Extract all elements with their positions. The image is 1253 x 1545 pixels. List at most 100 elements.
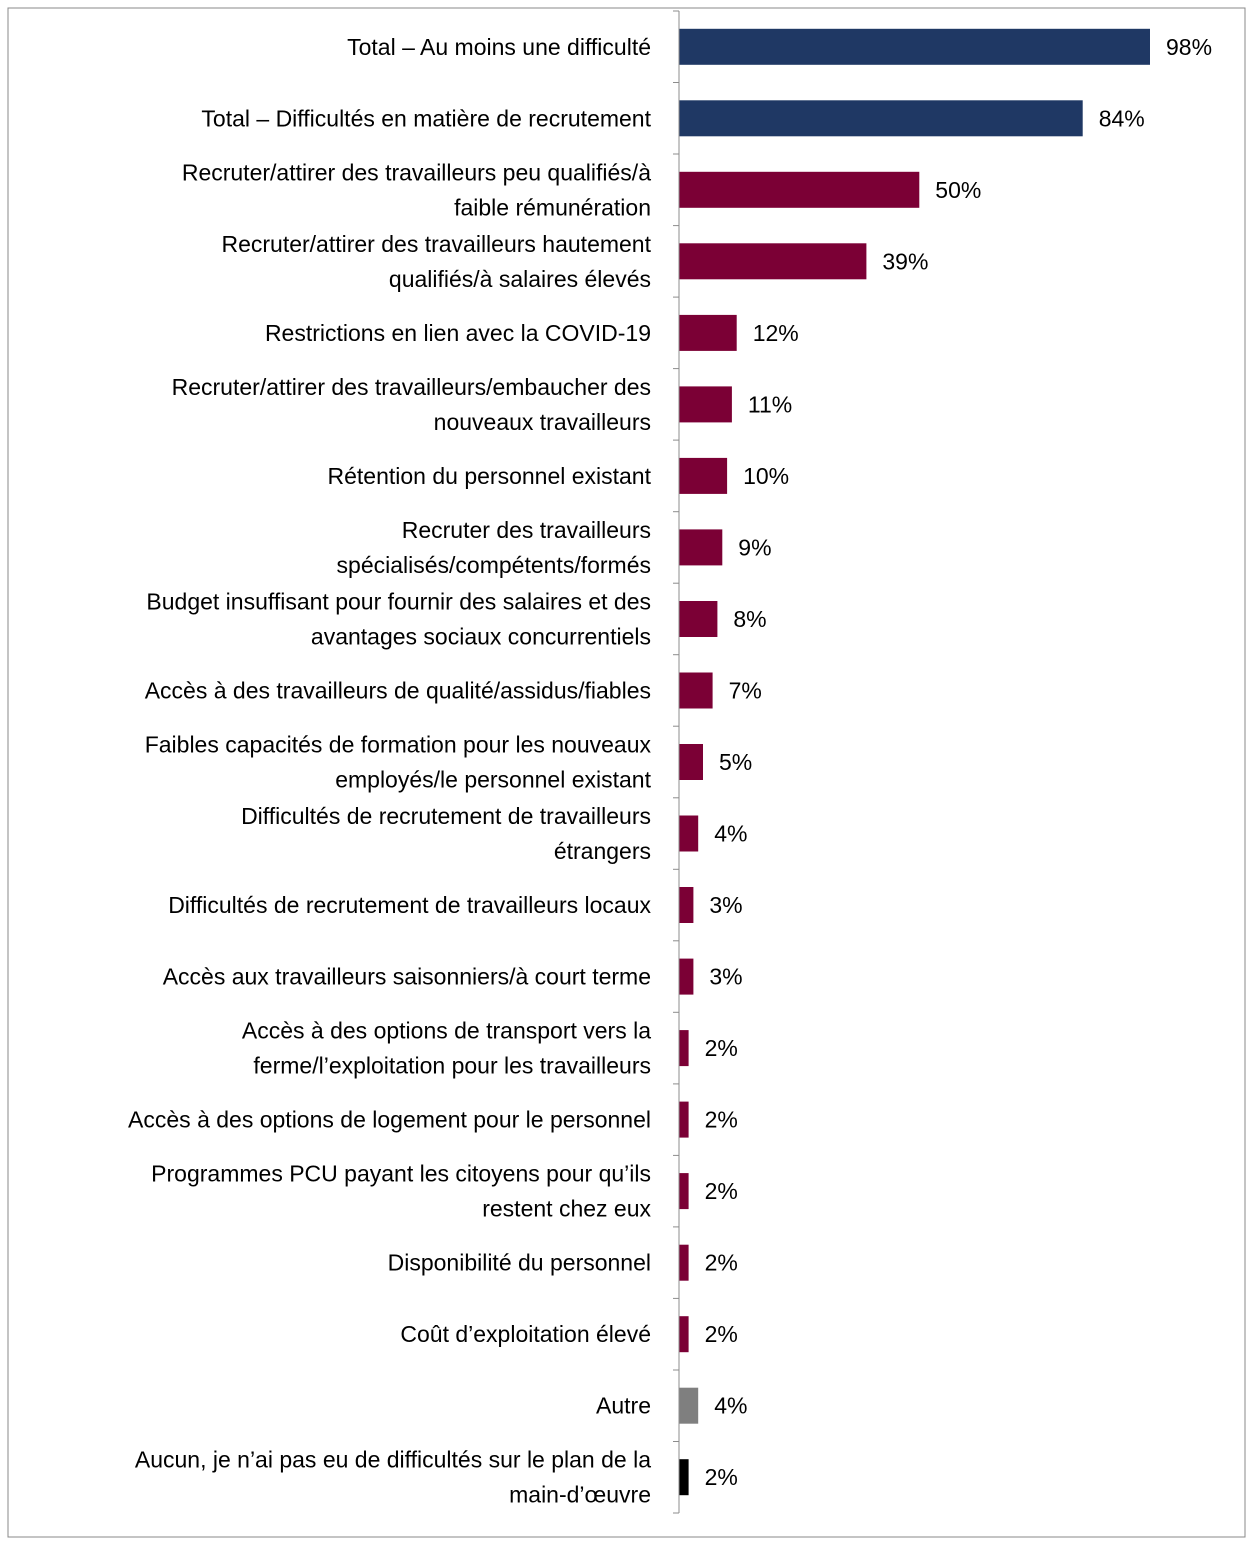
category-label: Total – Au moins une difficulté bbox=[347, 34, 651, 60]
bar bbox=[679, 887, 694, 923]
value-label: 7% bbox=[729, 678, 762, 704]
category-label-line: Autre bbox=[596, 1393, 651, 1419]
value-label: 4% bbox=[714, 1393, 747, 1419]
category-label-line: restent chez eux bbox=[482, 1196, 651, 1222]
category-label: Total – Difficultés en matière de recrut… bbox=[201, 105, 651, 131]
bar bbox=[679, 1173, 689, 1210]
bar bbox=[679, 601, 718, 637]
category-label-line: Rétention du personnel existant bbox=[328, 463, 652, 489]
category-label-line: Restrictions en lien avec la COVID-19 bbox=[265, 320, 651, 346]
category-label: Rétention du personnel existant bbox=[328, 463, 652, 489]
bar bbox=[679, 958, 694, 995]
category-labels-group: Total – Au moins une difficulté Total – D… bbox=[128, 34, 652, 1508]
category-label-line: faible rémunération bbox=[454, 194, 651, 220]
category-label-line: Accès à des options de transport vers la bbox=[242, 1018, 651, 1044]
category-label-line: Accès aux travailleurs saisonniers/à cou… bbox=[163, 964, 651, 990]
category-label-line: Total – Difficultés en matière de recrut… bbox=[201, 105, 651, 131]
bar bbox=[679, 243, 867, 280]
category-label: Recruter/attirer des travailleurs hautem… bbox=[221, 231, 651, 292]
category-label-line: Programmes PCU payant les citoyens pour … bbox=[151, 1161, 651, 1187]
chart-border bbox=[7, 7, 1246, 1538]
bar bbox=[679, 171, 920, 208]
category-label: Accès à des travailleurs de qualité/assi… bbox=[145, 678, 651, 704]
category-label: Recruter des travailleurs spécialisés/com… bbox=[337, 517, 651, 578]
category-label-line: Total – Au moins une difficulté bbox=[347, 34, 651, 60]
category-label-line: Budget insuffisant pour fournir des sala… bbox=[146, 589, 651, 615]
category-label-line: main-d’œuvre bbox=[509, 1482, 651, 1508]
value-label: 84% bbox=[1099, 105, 1145, 131]
category-axis bbox=[673, 10, 680, 1514]
value-label: 2% bbox=[705, 1178, 738, 1204]
bar bbox=[679, 1244, 689, 1281]
value-label: 2% bbox=[705, 1035, 738, 1061]
value-label: 4% bbox=[714, 821, 747, 847]
bars-group bbox=[679, 28, 1150, 1496]
value-label: 5% bbox=[719, 749, 752, 775]
value-label: 2% bbox=[705, 1321, 738, 1347]
bar bbox=[679, 28, 1150, 65]
category-label: Aucun, je n’ai pas eu de difficultés sur… bbox=[135, 1447, 651, 1508]
category-label: Programmes PCU payant les citoyens pour … bbox=[151, 1161, 651, 1222]
bar bbox=[679, 1316, 689, 1353]
category-label-line: Recruter/attirer des travailleurs hautem… bbox=[221, 231, 651, 257]
category-label: Restrictions en lien avec la COVID-19 bbox=[265, 320, 651, 346]
bar bbox=[679, 100, 1083, 137]
category-label: Accès à des options de logement pour le … bbox=[128, 1107, 651, 1133]
value-label: 2% bbox=[705, 1250, 738, 1276]
bar bbox=[679, 815, 699, 852]
category-label-line: Accès à des options de logement pour le … bbox=[128, 1107, 651, 1133]
category-label-line: Difficultés de recrutement de travailleu… bbox=[168, 892, 651, 918]
bar bbox=[679, 744, 703, 780]
category-label-line: Coût d’exploitation élevé bbox=[400, 1321, 651, 1347]
bar bbox=[679, 314, 737, 351]
category-label: Accès aux travailleurs saisonniers/à cou… bbox=[163, 964, 651, 990]
category-label: Autre bbox=[596, 1393, 651, 1419]
category-label: Recruter/attirer des travailleurs/embauc… bbox=[172, 374, 651, 435]
category-label-line: avantages sociaux concurrentiels bbox=[311, 624, 651, 650]
category-label-line: Difficultés de recrutement de travailleu… bbox=[241, 803, 651, 829]
category-label-line: Recruter des travailleurs bbox=[402, 517, 651, 543]
bar bbox=[679, 1387, 699, 1424]
value-label: 2% bbox=[705, 1464, 738, 1490]
value-label: 98% bbox=[1166, 34, 1212, 60]
value-label: 8% bbox=[733, 606, 766, 632]
category-label: Faibles capacités de formation pour les … bbox=[145, 732, 652, 793]
category-label-line: nouveaux travailleurs bbox=[434, 409, 651, 435]
category-label: Difficultés de recrutement de travailleu… bbox=[241, 803, 651, 864]
category-label: Difficultés de recrutement de travailleu… bbox=[168, 892, 651, 918]
value-label: 2% bbox=[705, 1107, 738, 1133]
value-label: 10% bbox=[743, 463, 789, 489]
category-label: Recruter/attirer des travailleurs peu qu… bbox=[182, 159, 651, 220]
category-label: Accès à des options de transport vers la… bbox=[242, 1018, 651, 1079]
value-label: 12% bbox=[753, 320, 799, 346]
category-label-line: Disponibilité du personnel bbox=[388, 1250, 651, 1276]
value-label: 50% bbox=[935, 177, 981, 203]
category-label-line: ferme/l’exploitation pour les travailleu… bbox=[253, 1053, 651, 1079]
value-label: 3% bbox=[709, 964, 742, 990]
bar bbox=[679, 1459, 689, 1496]
bar bbox=[679, 672, 713, 709]
value-label: 39% bbox=[882, 248, 928, 274]
category-label-line: étrangers bbox=[554, 838, 651, 864]
bar bbox=[679, 1030, 689, 1067]
value-label: 9% bbox=[738, 534, 771, 560]
bar bbox=[679, 457, 728, 494]
bar bbox=[679, 386, 732, 423]
value-label: 11% bbox=[748, 391, 792, 417]
category-label-line: Accès à des travailleurs de qualité/assi… bbox=[145, 678, 651, 704]
value-labels-group: 98% 84% 50% 39% 12% 11% 10% 9% 8% 7% 5% 4% 3% 3% 2% 2% 2… bbox=[705, 34, 1212, 1490]
category-label-line: spécialisés/compétents/formés bbox=[337, 552, 651, 578]
category-label-line: qualifiés/à salaires élevés bbox=[389, 266, 651, 292]
value-label: 3% bbox=[709, 892, 742, 918]
category-label: Coût d’exploitation élevé bbox=[400, 1321, 651, 1347]
category-label-line: Aucun, je n’ai pas eu de difficultés sur… bbox=[135, 1447, 651, 1473]
bar bbox=[679, 1101, 689, 1138]
category-label: Budget insuffisant pour fournir des sala… bbox=[146, 589, 651, 650]
category-label-line: employés/le personnel existant bbox=[335, 767, 651, 793]
category-label-line: Faibles capacités de formation pour les … bbox=[145, 732, 652, 758]
category-label-line: Recruter/attirer des travailleurs/embauc… bbox=[172, 374, 651, 400]
bar bbox=[679, 529, 723, 566]
category-label-line: Recruter/attirer des travailleurs peu qu… bbox=[182, 159, 651, 185]
category-label: Disponibilité du personnel bbox=[388, 1250, 651, 1276]
